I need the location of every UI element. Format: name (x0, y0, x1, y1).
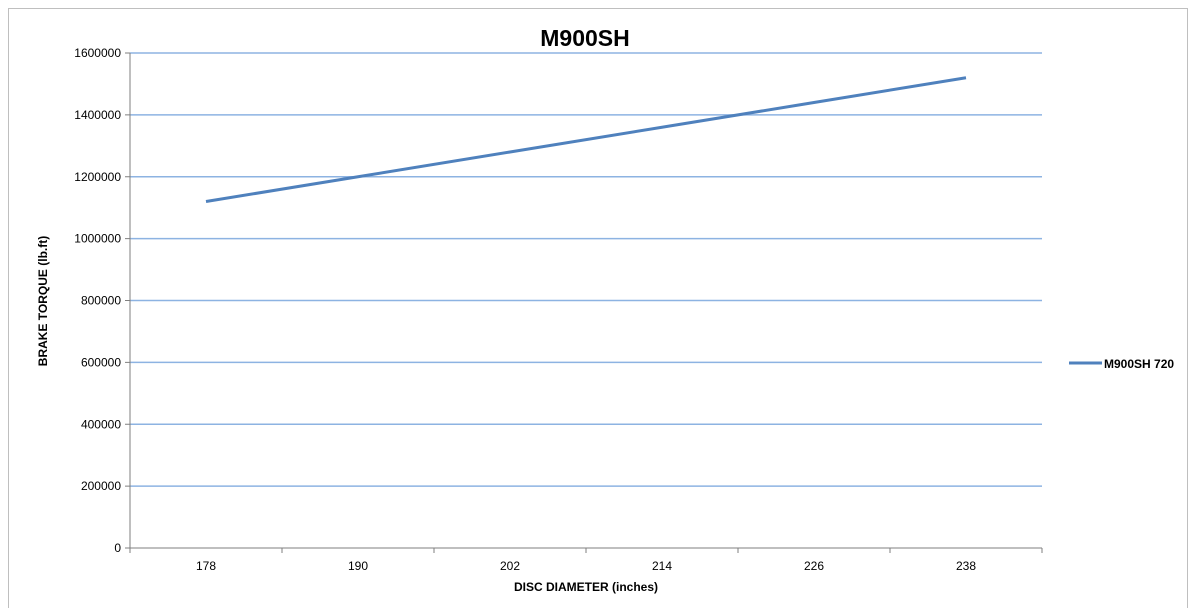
series-line-0 (205, 76, 967, 203)
chart-title: M900SH (540, 25, 629, 51)
y-axis-tick-labels: 0 200000 400000 600000 800000 1000000 1200000 1… (74, 46, 121, 555)
x-tick-label: 178 (196, 559, 216, 573)
legend-label-m900sh-720: M900SH 720 (1104, 357, 1174, 371)
x-tick-label: 226 (804, 559, 824, 573)
y-tick-label: 600000 (81, 355, 121, 369)
series-lines (205, 76, 967, 203)
x-tick-label: 238 (956, 559, 976, 573)
y-tick-label: 0 (114, 541, 121, 555)
chart-frame (8, 8, 1188, 608)
y-tick-label: 1000000 (74, 232, 121, 246)
x-axis-title: DISC DIAMETER (inches) (514, 580, 658, 594)
x-axis-tick-labels: 178 190 202 214 226 238 (196, 559, 976, 573)
y-tick-label: 400000 (81, 417, 121, 431)
y-axis-title: BRAKE TORQUE (lb.ft) (36, 236, 50, 366)
legend: M900SH 720 (1069, 357, 1174, 371)
y-tick-label: 1200000 (74, 170, 121, 184)
axes (125, 52, 1043, 553)
x-tick-label: 202 (500, 559, 520, 573)
y-tick-label: 1400000 (74, 108, 121, 122)
y-tick-label: 200000 (81, 479, 121, 493)
y-tick-label: 1600000 (74, 46, 121, 60)
y-tick-label: 800000 (81, 294, 121, 308)
x-tick-label: 190 (348, 559, 368, 573)
gridlines (130, 52, 1042, 487)
x-tick-label: 214 (652, 559, 672, 573)
